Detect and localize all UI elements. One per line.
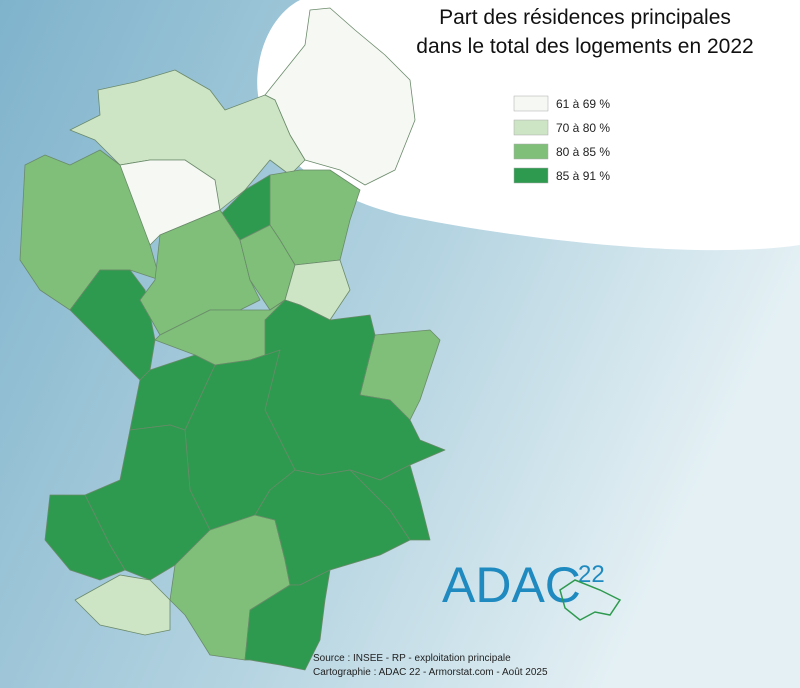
logo-text: ADAC [442,557,581,613]
legend-swatch [513,143,549,160]
legend-swatch [513,95,549,112]
legend: 61 à 69 % 70 à 80 % 80 à 85 % 85 à 91 % [513,95,610,184]
title-line: dans le total des logements en 2022 [416,35,753,58]
logo-number: 22 [578,561,605,588]
commune [264,7,416,186]
logo-outline [559,579,622,621]
legend-swatch [513,167,549,184]
legend-label: 70 à 80 % [556,121,610,135]
commune [69,69,306,211]
commune [244,569,331,671]
legend-label: 85 à 91 % [556,169,610,183]
legend-swatch [513,119,549,136]
title-line: Part des résidences principales [439,6,731,29]
source-line: Cartographie : ADAC 22 - Armorstat.com -… [313,667,548,678]
source-line: Source : INSEE - RP - exploitation princ… [313,653,511,664]
commune [349,464,431,541]
commune [44,494,126,581]
legend-label: 80 à 85 % [556,145,610,159]
commune [74,574,171,636]
communes [19,7,446,671]
legend-label: 61 à 69 % [556,97,610,111]
commune [84,424,211,581]
